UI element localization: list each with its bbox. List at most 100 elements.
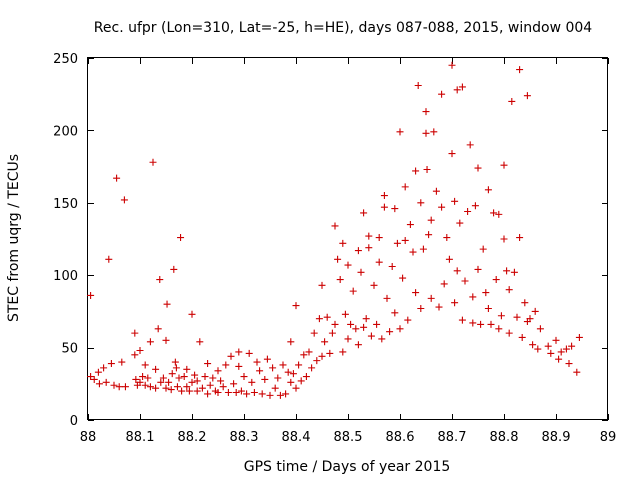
data-point bbox=[412, 289, 420, 297]
data-point bbox=[495, 210, 503, 218]
data-point bbox=[453, 267, 461, 275]
x-tick-label: 88.4 bbox=[282, 430, 311, 445]
data-point bbox=[227, 352, 235, 360]
data-point bbox=[107, 360, 115, 368]
data-point bbox=[185, 387, 193, 395]
data-point bbox=[162, 336, 170, 344]
data-point bbox=[352, 325, 360, 333]
data-point bbox=[243, 390, 251, 398]
data-point bbox=[310, 329, 318, 337]
data-point bbox=[438, 90, 446, 98]
data-point bbox=[474, 265, 482, 273]
data-point bbox=[173, 383, 181, 391]
data-point bbox=[248, 378, 256, 386]
data-point bbox=[448, 61, 456, 69]
data-point bbox=[349, 287, 357, 295]
data-point bbox=[131, 329, 139, 337]
data-point bbox=[469, 293, 477, 301]
data-point bbox=[339, 239, 347, 247]
data-point bbox=[110, 381, 118, 389]
data-point bbox=[287, 378, 295, 386]
data-point bbox=[347, 320, 355, 328]
data-point bbox=[487, 320, 495, 328]
data-point bbox=[295, 361, 303, 369]
data-point bbox=[490, 209, 498, 217]
data-point bbox=[562, 345, 570, 353]
y-tick-label: 100 bbox=[53, 269, 78, 284]
data-point bbox=[222, 361, 230, 369]
data-point bbox=[575, 333, 583, 341]
data-point bbox=[132, 375, 140, 383]
data-point bbox=[146, 383, 154, 391]
data-point bbox=[206, 381, 214, 389]
data-point bbox=[423, 165, 431, 173]
data-points bbox=[87, 61, 583, 399]
data-point bbox=[365, 244, 373, 252]
data-point bbox=[136, 378, 144, 386]
data-point bbox=[235, 348, 243, 356]
data-point bbox=[253, 358, 261, 366]
data-point bbox=[453, 86, 461, 94]
data-point bbox=[422, 129, 430, 137]
data-point bbox=[334, 255, 342, 263]
data-point bbox=[230, 380, 238, 388]
data-point bbox=[573, 368, 581, 376]
data-point bbox=[500, 161, 508, 169]
data-point bbox=[461, 277, 469, 285]
data-point bbox=[284, 368, 292, 376]
data-point bbox=[297, 377, 305, 385]
data-point bbox=[451, 197, 459, 205]
data-point bbox=[484, 186, 492, 194]
data-point bbox=[362, 315, 370, 323]
x-tick-label: 88.3 bbox=[230, 430, 259, 445]
data-point bbox=[547, 349, 555, 357]
data-point bbox=[477, 320, 485, 328]
data-point bbox=[177, 234, 185, 242]
data-point bbox=[167, 386, 175, 394]
y-tick-label: 200 bbox=[53, 124, 78, 139]
data-point bbox=[328, 329, 336, 337]
x-tick-label: 88.1 bbox=[126, 430, 155, 445]
data-point bbox=[391, 309, 399, 317]
data-point bbox=[386, 328, 394, 336]
data-point bbox=[256, 367, 264, 375]
data-point bbox=[214, 388, 222, 396]
data-point bbox=[432, 187, 440, 195]
data-point bbox=[380, 192, 388, 200]
data-point bbox=[271, 384, 279, 392]
data-point bbox=[139, 373, 147, 381]
data-point bbox=[180, 373, 188, 381]
data-point bbox=[443, 234, 451, 242]
data-point bbox=[339, 348, 347, 356]
data-point bbox=[419, 245, 427, 253]
x-tick-label: 88.9 bbox=[542, 430, 571, 445]
data-point bbox=[323, 313, 331, 321]
data-point bbox=[300, 351, 308, 359]
data-point bbox=[331, 222, 339, 230]
data-point bbox=[552, 336, 560, 344]
data-point bbox=[526, 315, 534, 323]
x-axis-label: GPS time / Days of year 2015 bbox=[244, 459, 451, 475]
data-point bbox=[274, 374, 282, 382]
data-point bbox=[183, 383, 191, 391]
data-point bbox=[118, 358, 126, 366]
data-point bbox=[516, 234, 524, 242]
y-tick-label: 50 bbox=[61, 342, 78, 357]
data-point bbox=[105, 255, 113, 263]
data-point bbox=[94, 368, 102, 376]
data-point bbox=[471, 202, 479, 210]
data-point bbox=[396, 128, 404, 136]
x-tick-label: 88.7 bbox=[438, 430, 467, 445]
data-point bbox=[367, 332, 375, 340]
data-point bbox=[375, 234, 383, 242]
data-point bbox=[505, 286, 513, 294]
data-point bbox=[417, 199, 425, 207]
y-tick-label: 150 bbox=[53, 197, 78, 212]
data-point bbox=[113, 174, 121, 182]
data-point bbox=[146, 338, 154, 346]
y-axis-ticks: 0 50 100 150 200 250 bbox=[53, 52, 608, 429]
x-tick-label: 88.8 bbox=[490, 430, 519, 445]
data-point bbox=[380, 203, 388, 211]
data-point bbox=[401, 183, 409, 191]
data-point bbox=[269, 364, 277, 372]
